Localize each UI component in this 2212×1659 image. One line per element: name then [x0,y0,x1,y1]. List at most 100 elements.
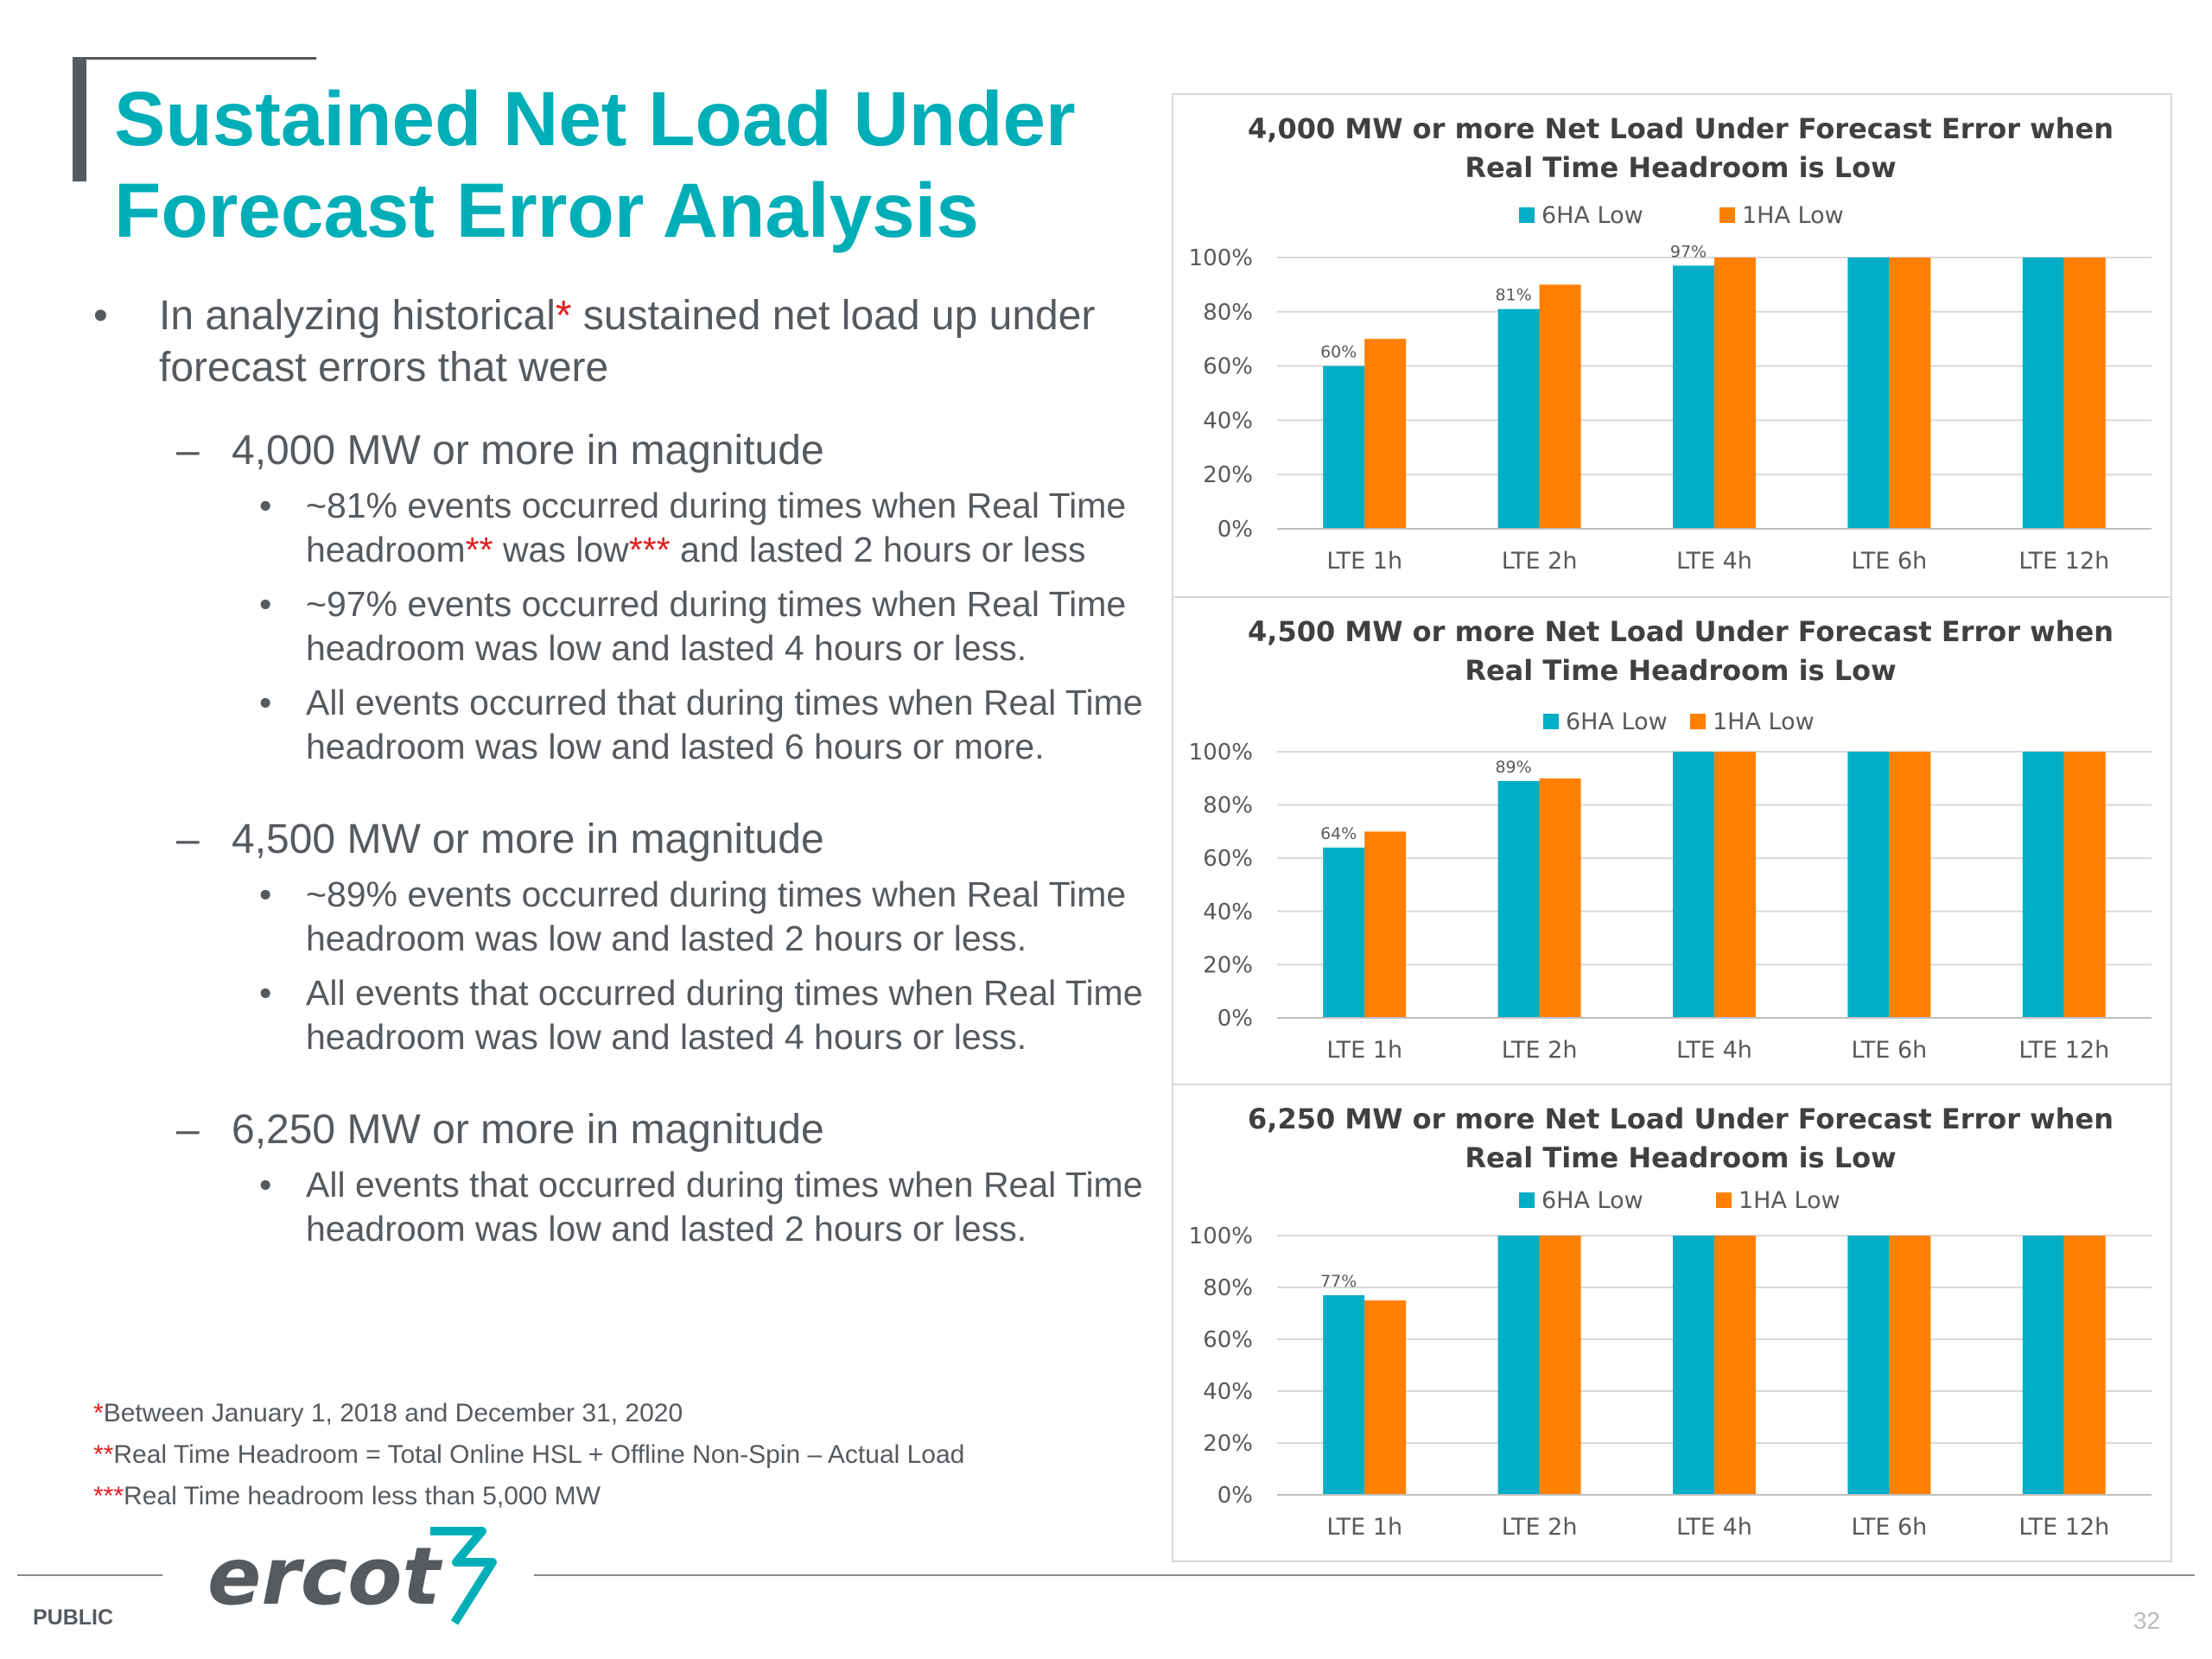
bar-6ha [1847,257,1890,529]
y-tick-label: 20% [1203,462,1253,488]
footnote-2: **Real Time Headroom = Total Online HSL … [93,1434,964,1476]
footnote-3-star: *** [93,1482,124,1510]
x-tick-label: LTE 6h [1852,1514,1928,1541]
y-tick-label: 80% [1203,300,1253,326]
group1-b1-text-b: was low [493,530,629,569]
bullet-list: • In analyzing historical* sustained net… [90,290,1161,1262]
bar-6ha [1673,1236,1714,1495]
x-tick-label: LTE 4h [1676,548,1752,575]
y-tick-label: 60% [1203,354,1253,380]
bar-6ha [1673,265,1714,529]
legend-label: 1HA Low [1742,202,1844,229]
x-tick-label: LTE 12h [2018,548,2109,575]
group2-heading: – 4,500 MW or more in magnitude [90,814,1161,866]
data-label: 89% [1495,758,1531,777]
bar-6ha [1323,847,1365,1018]
group3-heading: – 6,250 MW or more in magnitude [90,1104,1161,1156]
x-tick-label: LTE 1h [1326,1037,1402,1064]
group3-bullet-1: • All events that occurred during times … [90,1163,1161,1251]
legend-label: 6HA Low [1541,1187,1643,1214]
chart-title-line1: 6,250 MW or more Net Load Under Forecast… [1248,1103,2113,1135]
page-number: 32 [2133,1607,2160,1634]
title-accent-bar [73,59,86,181]
bar-1ha [1364,1300,1407,1495]
y-tick-label: 80% [1203,793,1253,819]
legend-swatch [1519,1192,1535,1208]
bar-1ha [1364,339,1407,529]
group1-bullet-3: • All events occurred that during times … [90,681,1161,769]
intro-bullet: • In analyzing historical* sustained net… [90,290,1161,394]
footnotes: *Between January 1, 2018 and December 31… [93,1393,964,1517]
y-tick-label: 0% [1217,1483,1253,1509]
bar-1ha [1539,284,1581,529]
footnote-1-text: Between January 1, 2018 and December 31,… [103,1399,683,1427]
x-tick-label: LTE 1h [1326,548,1402,575]
x-tick-label: LTE 2h [1502,1514,1578,1541]
group1-b1-text-a: ~81% events occurred during times when R… [306,486,1127,569]
footnote-1: *Between January 1, 2018 and December 31… [93,1393,964,1434]
y-tick-label: 20% [1203,952,1253,978]
group1-heading-text: 4,000 MW or more in magnitude [232,428,824,474]
group2-bullet-1: • ~89% events occurred during times when… [90,873,1161,961]
chart-title-line2: Real Time Headroom is Low [1465,151,1896,184]
group3-b1-text: All events that occurred during times wh… [306,1165,1143,1249]
bullet-dot: • [259,584,272,624]
bar-6ha [1847,1236,1890,1495]
x-tick-label: LTE 4h [1676,1514,1752,1541]
legend-label: 6HA Low [1566,709,1668,735]
footnote-3-text: Real Time headroom less than 5,000 MW [124,1482,601,1510]
bar-1ha [1889,752,1931,1018]
x-tick-label: LTE 12h [2018,1037,2109,1064]
legend-label: 6HA Low [1541,202,1643,229]
bar-1ha [1539,1236,1581,1495]
chart-4000mw: 4,000 MW or more Net Load Under Forecast… [1189,112,2152,575]
bullet-dot: • [93,293,108,339]
group1-b1-star1: ** [465,530,493,569]
bar-6ha [1497,308,1540,529]
x-tick-label: LTE 2h [1502,548,1578,575]
x-tick-label: LTE 6h [1852,1037,1928,1064]
footnote-1-star: * [93,1399,104,1427]
legend-label: 1HA Low [1713,709,1815,735]
group2-b1-text: ~89% events occurred during times when R… [306,874,1127,958]
footnote-2-text: Real Time Headroom = Total Online HSL + … [113,1440,965,1469]
x-tick-label: LTE 12h [2018,1514,2109,1541]
x-tick-label: LTE 2h [1502,1037,1578,1064]
y-tick-label: 0% [1217,517,1253,543]
chart-divider-2 [1173,1084,2171,1085]
bar-6ha [2022,257,2064,529]
bar-1ha [2063,1236,2106,1495]
chart-title-line1: 4,000 MW or more Net Load Under Forecast… [1248,112,2113,145]
chart-4500mw: 4,500 MW or more Net Load Under Forecast… [1189,615,2152,1064]
group1-heading: – 4,000 MW or more in magnitude [90,425,1161,477]
title-rule [73,57,316,60]
footer-rule-right [534,1574,2195,1576]
legend-swatch [1716,1192,1732,1208]
data-label: 64% [1320,824,1357,843]
y-tick-label: 20% [1203,1431,1253,1457]
data-label: 60% [1320,343,1357,362]
group1-b3-text: All events occurred that during times wh… [306,683,1143,766]
dash-marker: – [176,817,200,862]
group1-bullet-2: • ~97% events occurred during times when… [90,582,1161,671]
bar-6ha [2022,1236,2064,1495]
intro-star: * [555,293,572,339]
legend-label: 1HA Low [1738,1187,1840,1214]
bar-1ha [1889,1236,1931,1495]
group3-heading-text: 6,250 MW or more in magnitude [232,1107,824,1153]
bar-6ha [1323,365,1365,529]
logo-wordmark: ercot [207,1530,443,1623]
bullet-dot: • [259,486,272,525]
legend-swatch [1690,714,1706,729]
bar-6ha [2022,752,2064,1018]
group2-heading-text: 4,500 MW or more in magnitude [232,817,824,862]
bar-1ha [1889,257,1931,529]
x-tick-label: LTE 6h [1852,548,1928,575]
bar-6ha [1847,752,1890,1018]
footnote-3: ***Real Time headroom less than 5,000 MW [93,1476,964,1517]
bar-6ha [1497,780,1540,1018]
chart-divider-1 [1173,596,2171,598]
page-title-line2: Forecast Error Analysis [114,167,979,253]
y-tick-label: 40% [1203,408,1253,434]
bullet-dot: • [259,874,272,914]
